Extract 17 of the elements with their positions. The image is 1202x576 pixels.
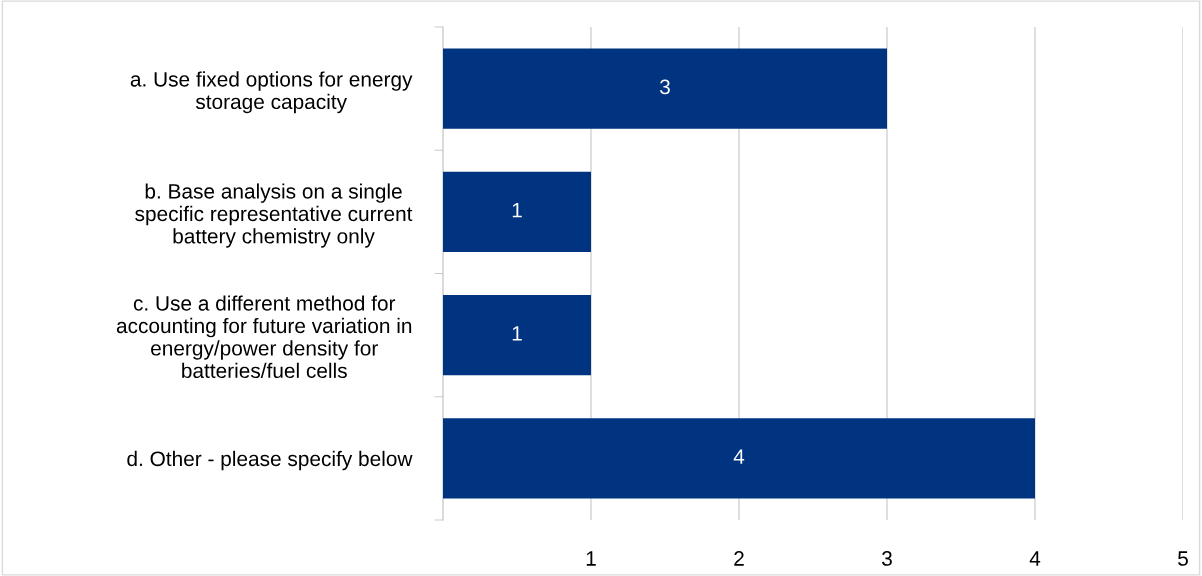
bar	[443, 48, 887, 129]
y-tick-label: d. Other - please specify below	[127, 450, 413, 471]
data-label: 1	[512, 326, 522, 341]
x-tick-label: 3	[882, 551, 892, 566]
data-label: 3	[660, 79, 670, 95]
data-label: 1	[512, 202, 522, 218]
y-tick-label: c. Use a different method for accounting for future variation in energy/power density for batteries/fuel cells	[116, 295, 412, 379]
bar	[443, 418, 1035, 499]
x-tick-label: 4	[1029, 551, 1041, 566]
bar	[443, 295, 591, 376]
x-tick-label: 5	[1178, 551, 1188, 566]
y-tick-label: b. Base analysis on a single specific representative current battery chemistry only	[135, 183, 413, 248]
x-tick-label: 2	[734, 551, 744, 566]
bar	[443, 171, 591, 252]
y-tick-label: a. Use fixed options for energy storage capacity	[130, 71, 413, 114]
data-label: 4	[733, 449, 745, 464]
x-tick-label: 1	[586, 551, 596, 566]
